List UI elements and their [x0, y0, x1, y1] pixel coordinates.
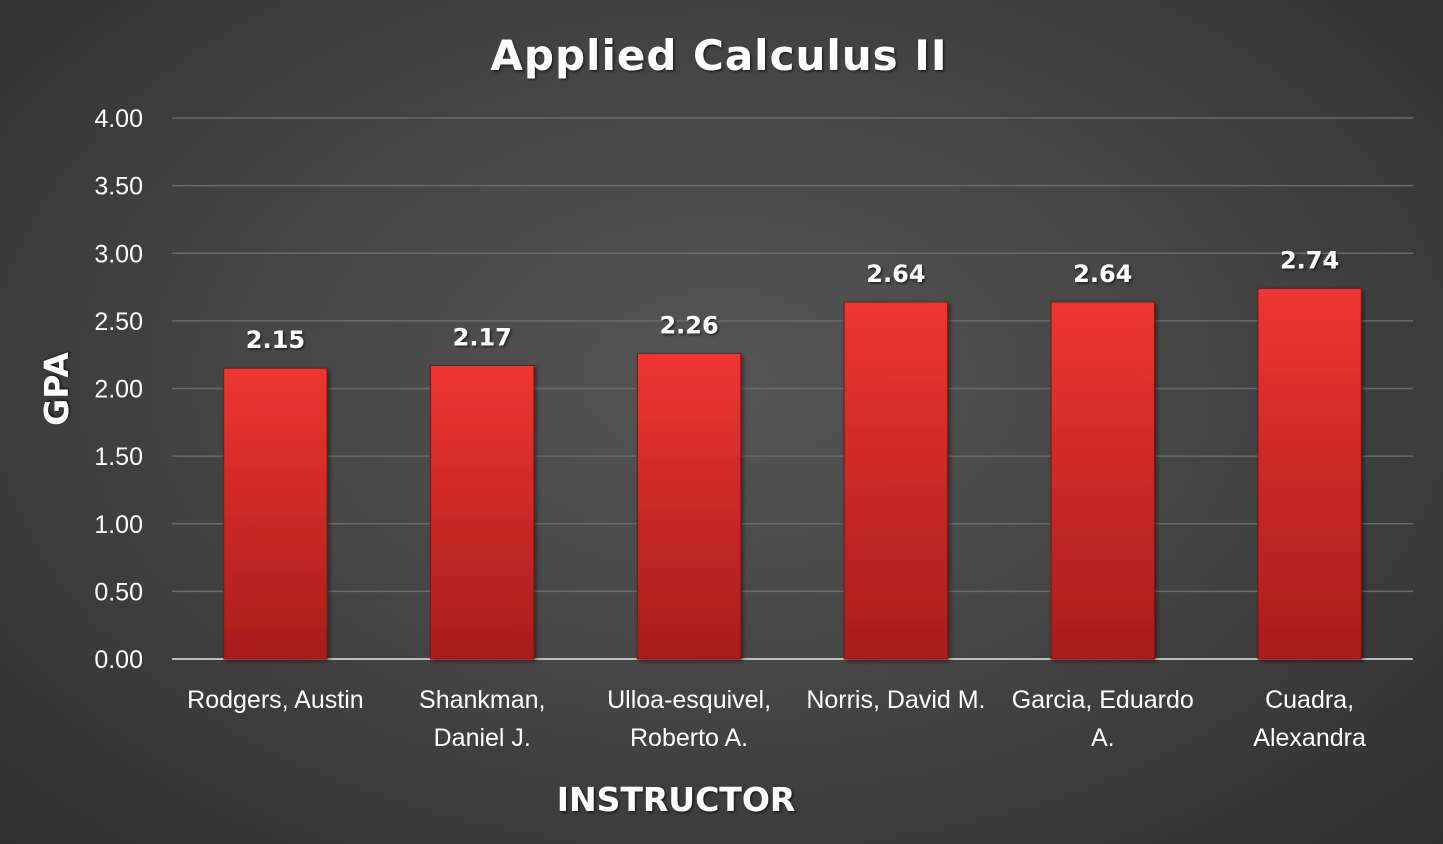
- bar-data-label: 2.17: [453, 324, 512, 352]
- bar-data-label: 2.64: [866, 260, 925, 288]
- y-tick-label: 1.50: [94, 443, 143, 471]
- bar: [636, 352, 742, 660]
- y-axis-ticks: 0.00 0.50 1.00 1.50 2.00 2.50 3.00 3.50 4.00: [94, 105, 143, 674]
- y-tick-label: 3.00: [94, 240, 143, 268]
- chart-title: Applied Calculus II: [490, 31, 947, 80]
- x-tick-label: Cuadra, Alexandra: [1253, 686, 1366, 752]
- bar: [430, 365, 535, 660]
- bar-data-label: 2.15: [246, 326, 305, 354]
- x-tick-label: Shankman, Daniel J.: [419, 686, 545, 752]
- bar: [843, 301, 949, 660]
- y-tick-label: 2.50: [94, 308, 143, 336]
- x-tick-label: Ulloa-esquivel, Roberto A.: [607, 686, 771, 752]
- x-axis-title: INSTRUCTOR: [557, 780, 796, 819]
- y-tick-label: 0.00: [94, 646, 143, 674]
- bar-data-label: 2.64: [1073, 260, 1132, 288]
- gridlines: [172, 117, 1413, 660]
- y-tick-label: 4.00: [94, 105, 143, 133]
- bar: [1050, 301, 1155, 660]
- y-tick-label: 1.00: [94, 511, 143, 539]
- y-axis-title: GPA: [37, 352, 76, 426]
- y-tick-label: 0.50: [94, 578, 143, 606]
- y-tick-label: 3.50: [94, 173, 143, 201]
- data-labels: 2.15 2.17 2.26 2.64 2.64 2.74: [246, 246, 1339, 354]
- bar: [223, 367, 328, 660]
- bars: [223, 287, 1362, 660]
- bar-data-label: 2.74: [1280, 246, 1339, 274]
- x-tick-label: Garcia, Eduardo A.: [1012, 686, 1194, 752]
- x-tick-label: Norris, David M.: [806, 686, 985, 714]
- bar: [1257, 287, 1362, 660]
- y-tick-label: 2.00: [94, 376, 143, 404]
- x-axis-category-labels: Rodgers, Austin Shankman, Daniel J. Ulloa-e…: [187, 686, 1366, 752]
- bar-data-label: 2.26: [659, 311, 718, 339]
- x-tick-label: Rodgers, Austin: [187, 686, 364, 714]
